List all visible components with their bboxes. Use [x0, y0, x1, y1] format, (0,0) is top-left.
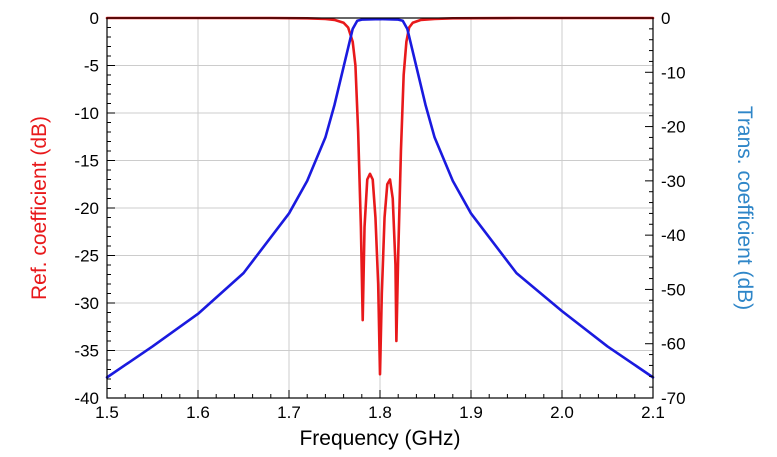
x-tick-label: 1.9	[459, 403, 483, 422]
left-axis-title: Ref. coefficient (dB)	[28, 116, 51, 300]
x-tick-label: 1.6	[186, 403, 210, 422]
reflection-coefficient-line	[105, 16, 655, 376]
y-right-tick-label: -40	[661, 226, 686, 245]
y-right-tick-label: -30	[661, 172, 686, 191]
x-tick-label: 1.7	[277, 403, 301, 422]
x-tick-label: 2.0	[550, 403, 574, 422]
y-right-tick-label: -70	[661, 389, 686, 408]
axes: 1.5 1.6 1.7 1.8 1.9 2.0 2.1 0 -5 -10 -15 -20 -25 -30 -…	[74, 9, 685, 422]
plot-series	[105, 16, 655, 379]
y-left-tick-label: -5	[84, 57, 99, 76]
y-right-tick-label: -60	[661, 335, 686, 354]
x-tick-label: 1.8	[368, 403, 392, 422]
x-tick-label: 1.5	[95, 403, 119, 422]
y-left-tick-label: 0	[90, 9, 99, 28]
x-axis-title: Frequency (GHz)	[299, 427, 460, 450]
y-left-tick-label: -40	[74, 389, 99, 408]
grid	[106, 17, 654, 399]
transmission-coefficient-line	[105, 17, 655, 379]
y-left-tick-label: -25	[74, 247, 99, 266]
y-right-tick-label: -10	[661, 63, 686, 82]
y-right-tick-label: -20	[661, 118, 686, 137]
y-left-tick-label: -15	[74, 152, 99, 171]
right-axis-title: Trans. coefficient (dB)	[733, 106, 756, 310]
y-left-tick-label: -10	[74, 104, 99, 123]
y-left-tick-label: -30	[74, 294, 99, 313]
y-right-tick-label: -50	[661, 280, 686, 299]
x-tick-label: 2.1	[641, 403, 665, 422]
y-left-tick-label: -20	[74, 199, 99, 218]
y-right-tick-label: 0	[661, 9, 670, 28]
y-left-tick-label: -35	[74, 342, 99, 361]
